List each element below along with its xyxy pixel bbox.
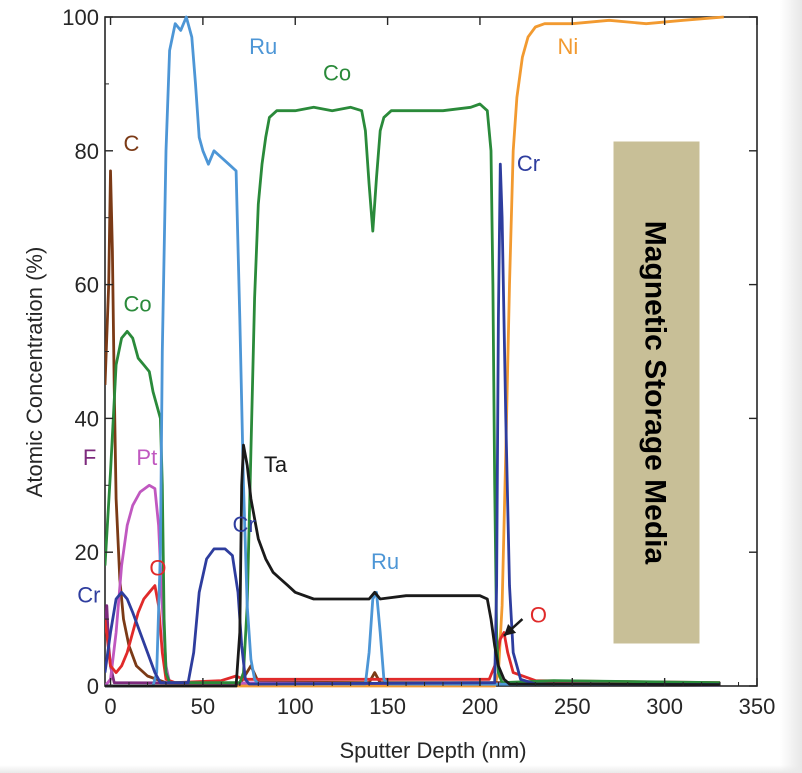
y-tick-label: 100 bbox=[62, 5, 99, 30]
series-label-co: Co bbox=[123, 291, 151, 316]
x-tick-label: 200 bbox=[462, 694, 499, 719]
x-tick-label: 50 bbox=[191, 694, 215, 719]
series-label-o: O bbox=[149, 556, 166, 581]
x-tick-label: 250 bbox=[554, 694, 591, 719]
bottom-edge-shadow bbox=[0, 765, 802, 773]
series-line-ru bbox=[105, 15, 721, 688]
series-line-ni bbox=[105, 15, 724, 688]
series-label-co: Co bbox=[323, 61, 351, 86]
x-tick-label: 150 bbox=[369, 694, 406, 719]
series-label-cr: Cr bbox=[517, 151, 540, 176]
series-line-c bbox=[105, 169, 721, 687]
magnetic-storage-media-label: Magnetic Storage Media bbox=[639, 221, 672, 565]
annotation-arrow-head bbox=[503, 623, 517, 636]
right-edge-shadow bbox=[780, 0, 802, 773]
series-label-ru: Ru bbox=[249, 34, 277, 59]
y-tick-label: 60 bbox=[75, 273, 99, 298]
series-label-ni: Ni bbox=[558, 34, 579, 59]
magnetic-storage-media-box bbox=[612, 140, 701, 645]
series-label-cr: Cr bbox=[232, 512, 255, 537]
x-tick-label: 100 bbox=[277, 694, 314, 719]
series-label-c: C bbox=[123, 131, 139, 156]
series-label-cr: Cr bbox=[77, 582, 100, 607]
series-line-co bbox=[105, 102, 721, 685]
x-tick-label: 0 bbox=[104, 694, 116, 719]
series-label-pt: Pt bbox=[136, 445, 157, 470]
series-line-cr bbox=[105, 162, 721, 687]
y-tick-label: 0 bbox=[87, 674, 99, 699]
series-line-o bbox=[105, 584, 721, 685]
y-tick-label: 20 bbox=[75, 540, 99, 565]
series-label-ta: Ta bbox=[264, 452, 288, 477]
x-axis-title: Sputter Depth (nm) bbox=[339, 738, 526, 763]
series-label-f: F bbox=[83, 445, 96, 470]
y-tick-label: 80 bbox=[75, 139, 99, 164]
x-tick-label: 300 bbox=[646, 694, 683, 719]
x-tick-label: 350 bbox=[739, 694, 776, 719]
y-axis-title: Atomic Concentration (%) bbox=[22, 247, 47, 498]
y-tick-label: 40 bbox=[75, 406, 99, 431]
series-line-ta bbox=[105, 443, 721, 688]
series-label-ru: Ru bbox=[371, 549, 399, 574]
series-label-o: O bbox=[530, 602, 547, 627]
